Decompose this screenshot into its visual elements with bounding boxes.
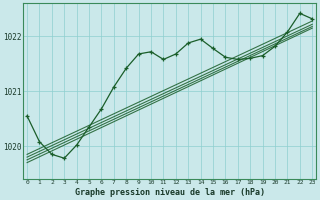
X-axis label: Graphe pression niveau de la mer (hPa): Graphe pression niveau de la mer (hPa)	[75, 188, 265, 197]
